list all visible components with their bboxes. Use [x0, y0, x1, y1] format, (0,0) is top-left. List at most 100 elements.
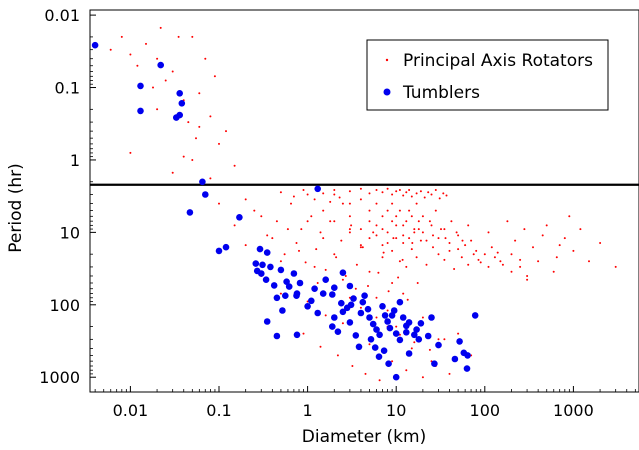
rotator-point: [448, 372, 451, 375]
rotator-point: [391, 193, 394, 196]
rotator-point: [401, 258, 404, 261]
rotator-point: [333, 193, 336, 196]
tumbler-point: [256, 245, 264, 253]
rotator-point: [563, 237, 566, 240]
rotator-point: [156, 57, 159, 60]
y-tick-label: 10: [60, 223, 80, 242]
rotator-point: [475, 249, 478, 252]
rotator-point: [415, 202, 418, 205]
rotator-point: [271, 237, 274, 240]
rotator-point: [218, 202, 220, 205]
rotator-point: [213, 75, 216, 78]
tumbler-point: [215, 247, 223, 255]
rotator-point: [361, 246, 364, 249]
rotator-point: [336, 354, 339, 357]
x-tick-label: 10: [386, 401, 406, 420]
y-tick-label: 0.1: [55, 79, 80, 98]
tumbler-point: [279, 307, 286, 314]
rotator-point: [532, 246, 534, 249]
rotator-point: [386, 242, 389, 244]
rotator-point: [279, 260, 282, 263]
rotator-point: [496, 251, 499, 254]
rotator-point: [588, 260, 590, 263]
rotator-point: [306, 220, 309, 223]
tumbler-point: [304, 303, 311, 310]
rotator-point: [437, 338, 440, 341]
rotator-point: [397, 276, 400, 279]
tumbler-point: [285, 283, 293, 290]
rotator-point: [391, 282, 394, 284]
rotator-point: [283, 253, 286, 256]
rotator-point: [437, 253, 440, 256]
rotator-point: [209, 115, 212, 118]
rotator-point: [408, 209, 411, 212]
rotator-point: [187, 121, 190, 124]
rotator-point: [375, 224, 378, 227]
rotator-point: [182, 155, 185, 158]
rotator-point: [279, 292, 282, 295]
rotator-point: [395, 224, 398, 227]
rotator-point: [368, 220, 371, 223]
rotator-point: [350, 224, 353, 227]
tumbler-point: [471, 312, 479, 319]
tumbler-point: [334, 328, 342, 336]
tumbler-point: [390, 307, 398, 314]
tumbler-point: [91, 41, 99, 49]
rotator-point: [434, 209, 437, 212]
tumbler-point: [293, 292, 300, 300]
rotator-point: [300, 228, 303, 231]
rotator-point: [450, 220, 453, 223]
rotator-point: [430, 193, 433, 196]
rotator-point: [545, 224, 548, 227]
rotator-point: [416, 282, 419, 284]
rotator-point: [558, 244, 561, 247]
tumbler-point: [380, 347, 388, 355]
y-tick-label: 100: [49, 296, 80, 315]
rotator-point: [501, 263, 504, 266]
rotator-point: [313, 198, 316, 201]
rotator-point: [391, 360, 394, 363]
rotator-point: [457, 248, 460, 251]
rotator-point: [225, 130, 227, 133]
x-axis: 0.01 0.1 1 10 100 1000: [94, 386, 636, 420]
rotator-point: [375, 296, 378, 299]
tumbler-point: [329, 291, 336, 298]
tumbler-point: [262, 276, 270, 284]
rotator-point: [438, 197, 441, 200]
rotator-point: [423, 196, 426, 199]
rotator-point: [519, 265, 522, 268]
rotator-point: [333, 220, 336, 223]
rotator-point: [455, 231, 458, 234]
rotator-point: [381, 244, 384, 247]
rotator-point: [402, 224, 405, 227]
tumbler-point: [343, 304, 351, 312]
rotator-point: [375, 316, 378, 319]
rotator-point: [381, 215, 384, 218]
tumbler-point: [338, 299, 345, 307]
rotator-point: [506, 220, 509, 223]
rotator-point: [381, 228, 384, 231]
tumbler-point: [346, 282, 354, 290]
tumbler-point: [267, 263, 274, 271]
legend: Principal Axis Rotators Tumblers: [366, 39, 609, 111]
rotator-point: [391, 249, 394, 252]
rotator-point: [410, 248, 413, 251]
rotator-point: [286, 228, 289, 231]
rotator-point: [417, 228, 420, 231]
rotator-point: [421, 316, 424, 319]
rotator-point: [341, 322, 344, 325]
rotator-point: [479, 261, 482, 264]
rotator-point: [304, 261, 307, 264]
rotator-point: [457, 234, 460, 237]
legend-marker-tumblers: [383, 88, 391, 96]
rotator-point: [425, 263, 428, 266]
rotator-point: [410, 347, 413, 350]
rotator-point: [381, 191, 384, 194]
rotator-point: [171, 171, 174, 174]
rotator-point: [391, 202, 394, 205]
tumbler-point: [346, 319, 354, 326]
rotator-point: [191, 159, 194, 161]
rotator-point: [443, 338, 446, 341]
rotator-point: [333, 253, 336, 256]
rotator-point: [410, 195, 413, 198]
